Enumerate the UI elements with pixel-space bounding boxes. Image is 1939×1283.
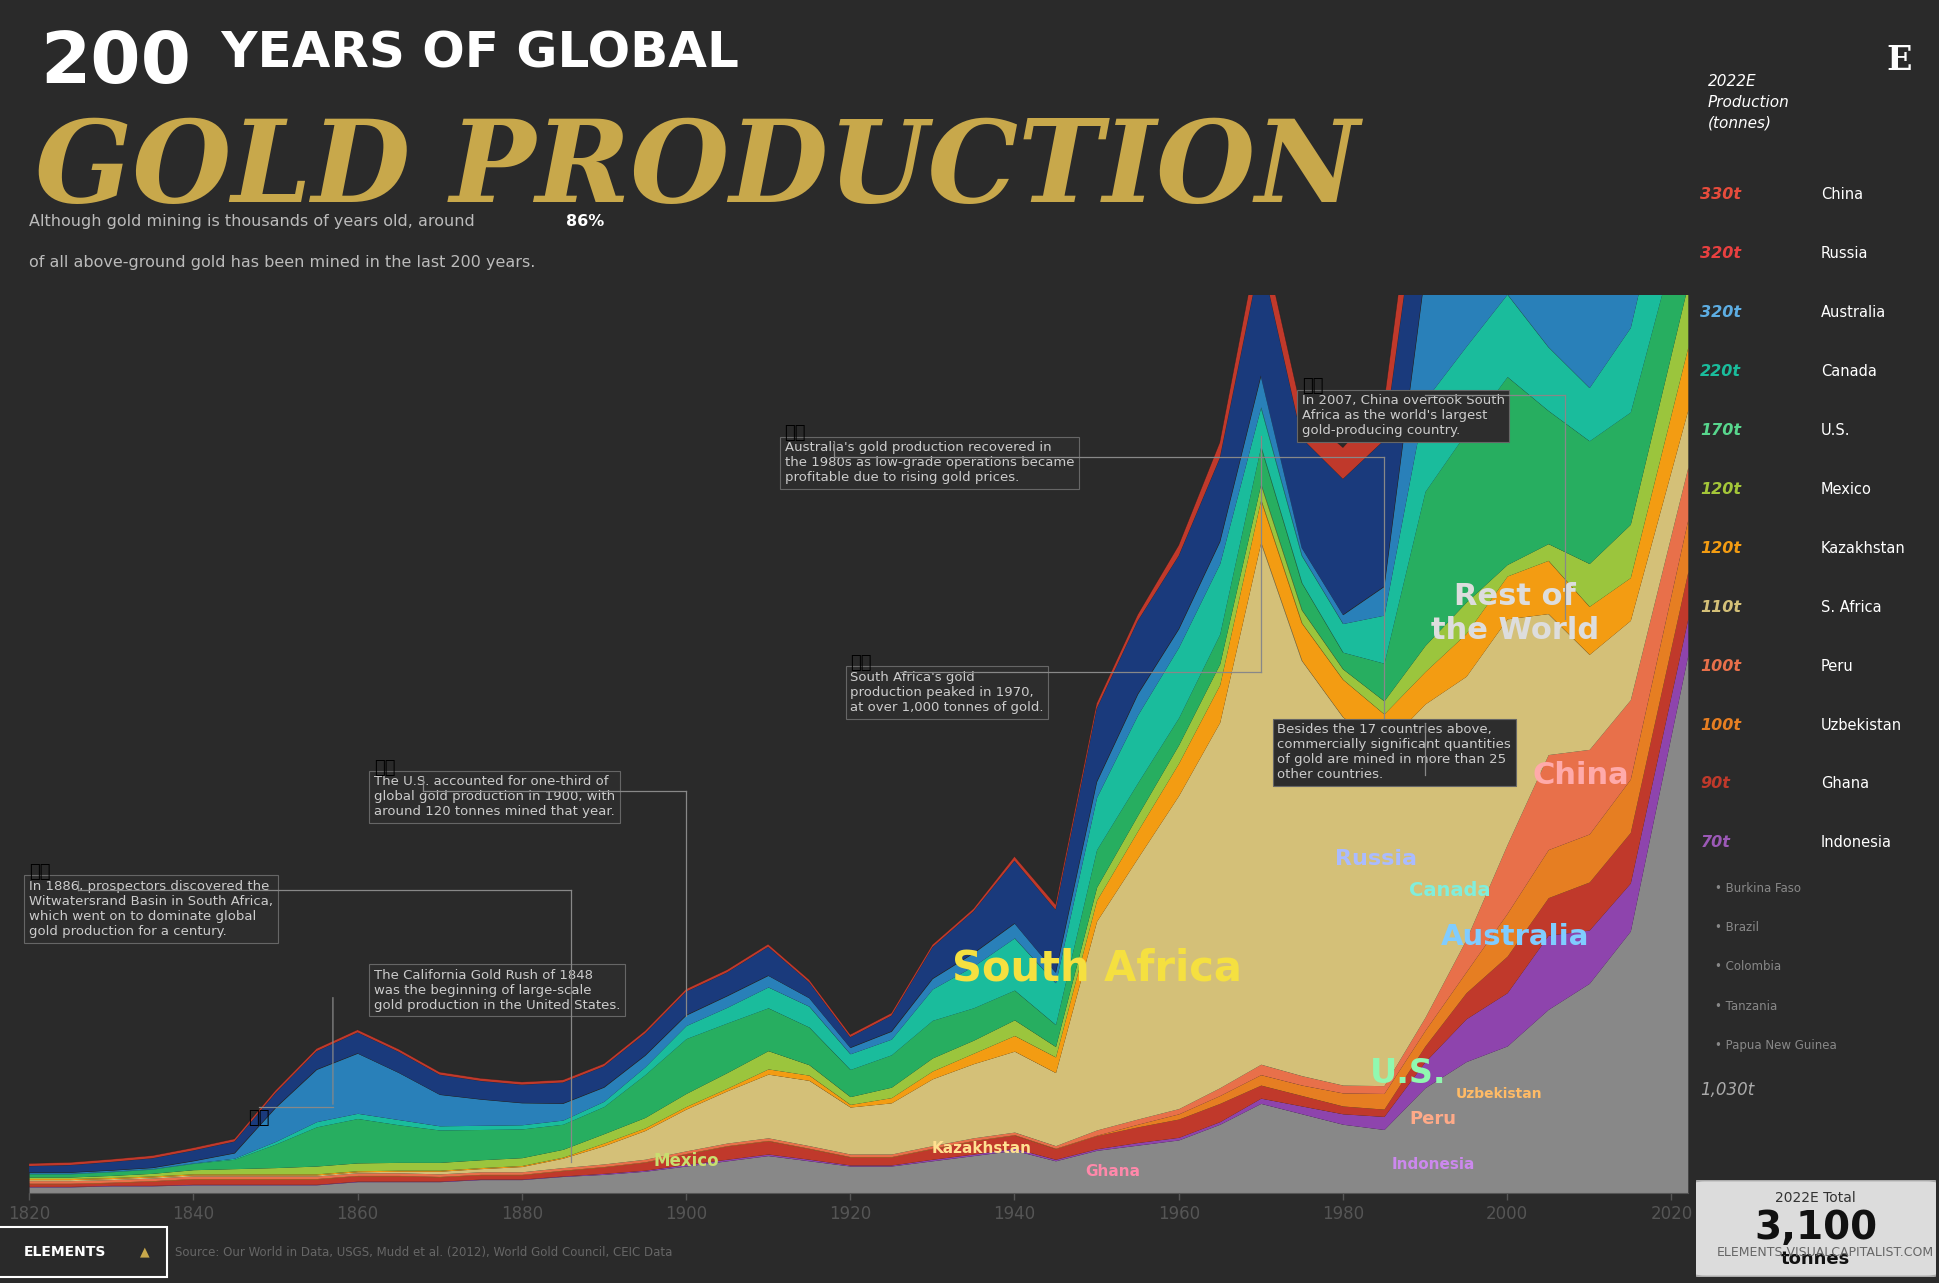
Text: The California Gold Rush of 1848
was the beginning of large-scale
gold productio: The California Gold Rush of 1848 was the… [374,969,620,1012]
Text: Russia: Russia [1334,849,1415,869]
Text: U.S.: U.S. [1369,1057,1446,1089]
Text: Rest of
the World: Rest of the World [1431,582,1598,645]
Text: Canada: Canada [1819,363,1875,378]
Text: The U.S. accounted for one-third of
global gold production in 1900, with
around : The U.S. accounted for one-third of glob… [374,775,615,819]
Text: 🇺🇸: 🇺🇸 [374,758,396,776]
Text: Kazakhstan: Kazakhstan [931,1142,1032,1156]
Text: Although gold mining is thousands of years old, around: Although gold mining is thousands of yea… [29,214,479,230]
Text: Mexico: Mexico [1819,481,1871,497]
Text: Ghana: Ghana [1819,776,1867,792]
Text: • Brazil: • Brazil [1714,921,1759,934]
Text: 🇨🇳: 🇨🇳 [1301,377,1322,395]
Text: Indonesia: Indonesia [1390,1157,1474,1171]
Text: 🇿🇦: 🇿🇦 [849,654,871,672]
Text: 70t: 70t [1699,835,1730,851]
Text: 200: 200 [41,30,192,99]
Text: Russia: Russia [1819,245,1867,260]
Text: 100t: 100t [1699,717,1741,733]
Text: 320t: 320t [1699,245,1741,260]
Text: ELEMENTS: ELEMENTS [23,1246,105,1259]
Text: In 1886, prospectors discovered the
Witwatersrand Basin in South Africa,
which w: In 1886, prospectors discovered the Witw… [29,880,273,938]
Text: China: China [1819,187,1861,201]
Text: 🇺🇸: 🇺🇸 [248,1109,270,1126]
Text: 2022E
Production
(tonnes): 2022E Production (tonnes) [1706,73,1788,131]
Text: Ghana: Ghana [1086,1164,1140,1179]
Text: GOLD PRODUCTION: GOLD PRODUCTION [35,114,1359,226]
Text: 86%: 86% [566,214,603,230]
Text: Peru: Peru [1410,1110,1456,1128]
Text: South Africa: South Africa [952,948,1241,989]
Text: ELEMENTS.VISUALCAPITALIST.COM: ELEMENTS.VISUALCAPITALIST.COM [1716,1246,1933,1259]
Text: • Tanzania: • Tanzania [1714,999,1776,1012]
Text: 220t: 220t [1699,363,1741,378]
Text: 110t: 110t [1699,599,1741,615]
Text: Kazakhstan: Kazakhstan [1819,540,1904,556]
Text: Australia: Australia [1819,304,1885,319]
Text: Peru: Peru [1819,658,1852,674]
Text: Uzbekistan: Uzbekistan [1454,1087,1542,1101]
Text: 90t: 90t [1699,776,1730,792]
Text: China: China [1532,761,1629,790]
Text: Australia: Australia [1441,924,1588,951]
Text: S. Africa: S. Africa [1819,599,1881,615]
Text: Indonesia: Indonesia [1819,835,1891,851]
Text: YEARS OF GLOBAL: YEARS OF GLOBAL [204,30,739,77]
FancyBboxPatch shape [1691,1180,1939,1277]
Text: • Papua New Guinea: • Papua New Guinea [1714,1038,1836,1052]
Text: 3,100: 3,100 [1753,1210,1877,1247]
Text: 320t: 320t [1699,304,1741,319]
Text: Australia's gold production recovered in
the 1980s as low-grade operations becam: Australia's gold production recovered in… [783,441,1074,484]
Text: Mexico: Mexico [653,1152,719,1170]
Text: • Burkina Faso: • Burkina Faso [1714,883,1799,896]
Text: 120t: 120t [1699,481,1741,497]
Text: 1,030t: 1,030t [1699,1080,1753,1098]
Text: 120t: 120t [1699,540,1741,556]
Text: In 2007, China overtook South
Africa as the world's largest
gold-producing count: In 2007, China overtook South Africa as … [1301,394,1505,438]
Text: South Africa's gold
production peaked in 1970,
at over 1,000 tonnes of gold.: South Africa's gold production peaked in… [849,671,1043,715]
Text: tonnes: tonnes [1780,1250,1850,1269]
Text: 170t: 170t [1699,422,1741,438]
Text: Besides the 17 countries above,
commercially significant quantities
of gold are : Besides the 17 countries above, commerci… [1276,724,1510,781]
Text: Source: Our World in Data, USGS, Mudd et al. (2012), World Gold Council, CEIC Da: Source: Our World in Data, USGS, Mudd et… [175,1246,671,1259]
Text: 330t: 330t [1699,187,1741,201]
Text: U.S.: U.S. [1819,422,1850,438]
Text: ▲: ▲ [140,1246,149,1259]
Text: 🇿🇦: 🇿🇦 [29,863,50,881]
Text: Canada: Canada [1408,881,1489,899]
Text: 🇦🇺: 🇦🇺 [783,425,805,443]
Text: E: E [1885,45,1912,77]
Text: of all above-ground gold has been mined in the last 200 years.: of all above-ground gold has been mined … [29,255,535,271]
Text: Uzbekistan: Uzbekistan [1819,717,1900,733]
Text: • Colombia: • Colombia [1714,961,1780,974]
Text: 2022E Total: 2022E Total [1774,1191,1856,1205]
Text: 100t: 100t [1699,658,1741,674]
